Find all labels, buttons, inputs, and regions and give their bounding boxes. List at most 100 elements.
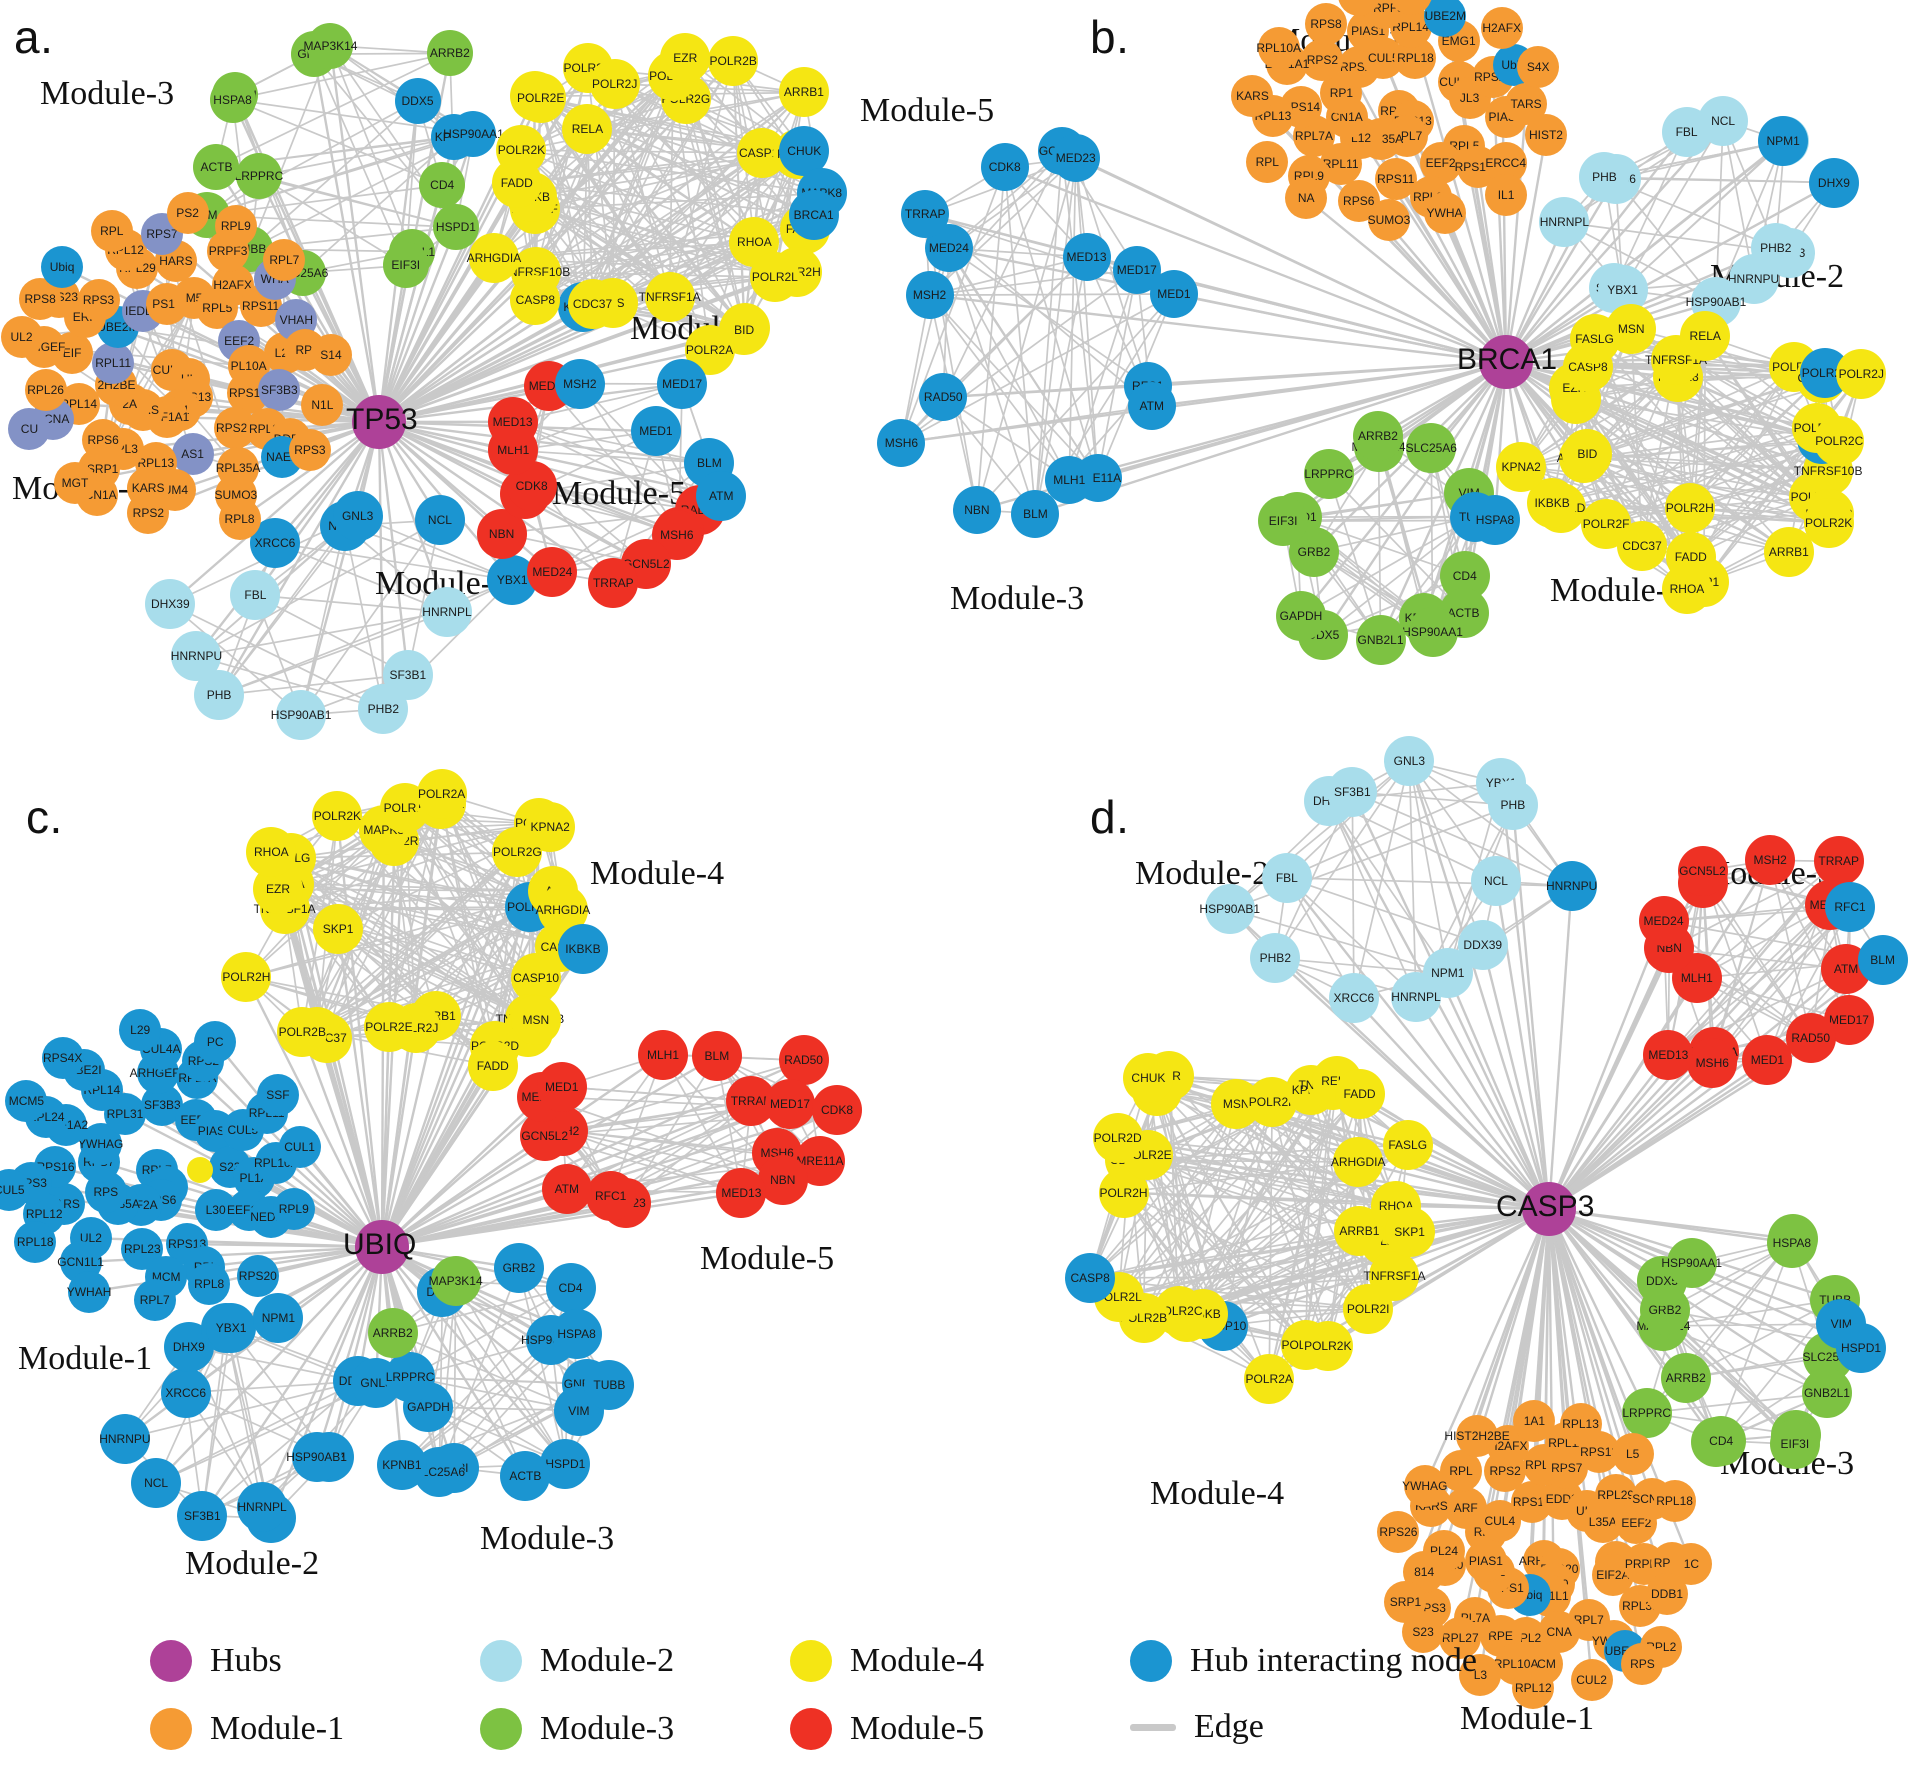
- c-m3-map3k14[interactable]: MAP3K14: [429, 1256, 483, 1307]
- b-m2-npm1[interactable]: NPM1: [1758, 116, 1809, 167]
- c-m2-ncl[interactable]: NCL: [131, 1458, 182, 1509]
- b-m1-rpl[interactable]: RPL: [1246, 141, 1289, 184]
- c-m3-lrpprc[interactable]: LRPPRC: [385, 1352, 436, 1403]
- a-m1-rpl7[interactable]: RPL7: [263, 238, 306, 281]
- a-m5-trrap[interactable]: TRRAP: [588, 557, 639, 608]
- c-m5-cdk8[interactable]: CDK8: [812, 1085, 862, 1136]
- c-m5-rfc1[interactable]: RFC1: [585, 1170, 636, 1221]
- a-m4-tnfrsf1a[interactable]: TNFRSF1A: [639, 271, 701, 322]
- c-m2-hnrnpu[interactable]: HNRNPU: [99, 1413, 151, 1464]
- c-m1-arhgef4[interactable]: ARHGEF4: [130, 1052, 186, 1095]
- c-m2-xrcc6[interactable]: XRCC6: [160, 1367, 211, 1418]
- d-m1-ywhag[interactable]: YWHAG: [1402, 1464, 1447, 1507]
- b-m3-gapdh[interactable]: GAPDH: [1275, 591, 1326, 642]
- b-m3-slc25a6[interactable]: SLC25A6: [1406, 423, 1457, 474]
- b-m1-il1[interactable]: IL1: [1485, 173, 1528, 216]
- a-m4-polr2j[interactable]: POLR2J: [589, 58, 640, 109]
- d-m5-rfc1[interactable]: RFC1: [1825, 882, 1876, 933]
- b-m4-polr2h[interactable]: POLR2H: [1664, 482, 1715, 533]
- b-m4-faslg[interactable]: FASLG: [1569, 313, 1620, 364]
- a-m3-map3k14[interactable]: MAP3K14: [303, 22, 357, 69]
- hub-node-ubiq[interactable]: UBIQ: [343, 1220, 416, 1274]
- b-m5-msh2[interactable]: MSH2: [905, 271, 954, 320]
- d-m5-msh6[interactable]: MSH6: [1687, 1037, 1738, 1088]
- a-m3-cd4[interactable]: CD4: [419, 162, 466, 209]
- a-m4-casp8[interactable]: CASP8: [510, 275, 561, 326]
- a-m1-sf3b3[interactable]: SF3B3: [258, 369, 301, 412]
- b-m5-mlh1[interactable]: MLH1: [1045, 455, 1094, 504]
- d-m3-hsp90aa1[interactable]: HSP90AA1: [1661, 1237, 1722, 1288]
- d-m4-chuk[interactable]: CHUK: [1123, 1052, 1174, 1103]
- a-m1-rpl[interactable]: RPL: [90, 209, 133, 252]
- a-m2-dhx39[interactable]: DHX39: [145, 578, 196, 629]
- a-m2-gnl3[interactable]: GNL3: [332, 490, 383, 541]
- c-m4-polr2a[interactable]: POLR2A: [416, 768, 467, 819]
- c-m3-hspa8[interactable]: HSPA8: [551, 1308, 602, 1359]
- c-m4-polr2h[interactable]: POLR2H: [221, 952, 272, 1003]
- d-m2-hnrnpu[interactable]: HNRNPU: [1546, 861, 1597, 912]
- b-m1-kars[interactable]: KARS: [1231, 75, 1274, 118]
- hub-node-tp53[interactable]: TP53: [346, 395, 418, 449]
- c-m3-arrb2[interactable]: ARRB2: [367, 1307, 418, 1358]
- b-m4-polr2f[interactable]: POLR2F: [1581, 499, 1632, 550]
- c-m4-skp1[interactable]: SKP1: [313, 903, 364, 954]
- a-m1-ps2[interactable]: PS2: [166, 192, 209, 235]
- b-m1-ube2m[interactable]: UBE2M: [1424, 0, 1467, 38]
- a-m3-hsp90aa1[interactable]: HSP90AA1: [443, 110, 504, 157]
- b-m4-polr2j[interactable]: POLR2J: [1836, 349, 1887, 400]
- b-m3-hsp90aa1[interactable]: HSP90AA1: [1402, 607, 1463, 658]
- b-m2-ncl[interactable]: NCL: [1698, 95, 1749, 146]
- d-m4-polr2d[interactable]: POLR2D: [1092, 1113, 1143, 1164]
- c-m1-ubiq-star[interactable]: [187, 1157, 213, 1183]
- d-m2-phb[interactable]: PHB: [1487, 780, 1538, 831]
- d-m5-rad50[interactable]: RAD50: [1785, 1012, 1836, 1063]
- c-m2-npm1[interactable]: NPM1: [253, 1292, 304, 1343]
- a-m5-med24[interactable]: MED24: [527, 547, 578, 598]
- a-m3-arrb2[interactable]: ARRB2: [426, 30, 473, 77]
- c-m1-rpl9[interactable]: RPL9: [272, 1187, 315, 1230]
- a-m4-polr2e[interactable]: POLR2E: [515, 73, 566, 124]
- b-m1-na[interactable]: NA: [1285, 177, 1328, 220]
- d-m3-lrpprc[interactable]: LRPPRC: [1621, 1387, 1672, 1438]
- b-m5-med13[interactable]: MED13: [1062, 232, 1111, 281]
- a-m4-ezr[interactable]: EZR: [660, 32, 711, 83]
- b-m5-rad50[interactable]: RAD50: [919, 373, 968, 422]
- a-m1-ul2[interactable]: UL2: [0, 316, 43, 359]
- c-m5-med13[interactable]: MED13: [716, 1167, 767, 1218]
- a-m1-as1[interactable]: AS1: [171, 432, 214, 475]
- b-m3-arrb2[interactable]: ARRB2: [1352, 411, 1403, 462]
- d-m1-1c[interactable]: 1C: [1670, 1543, 1713, 1586]
- a-m1-rps20[interactable]: RPS20: [213, 406, 256, 449]
- c-m5-atm[interactable]: ATM: [541, 1164, 592, 1215]
- c-m1-rpl18[interactable]: RPL18: [14, 1221, 57, 1264]
- a-m1-ubiq[interactable]: Ubiq: [41, 246, 84, 289]
- a-m2-phb2[interactable]: PHB2: [358, 683, 409, 734]
- d-m2-hsp90ab1[interactable]: HSP90AB1: [1199, 884, 1260, 935]
- d-m2-hnrnpl[interactable]: HNRNPL: [1390, 971, 1441, 1022]
- d-m1-rps26[interactable]: RPS26: [1377, 1511, 1420, 1554]
- b-m1-rps8[interactable]: RPS8: [1305, 3, 1348, 46]
- c-m3-cd4[interactable]: CD4: [545, 1262, 596, 1313]
- a-m1-rpl9[interactable]: RPL9: [214, 205, 257, 248]
- d-m2-gnl3[interactable]: GNL3: [1384, 735, 1435, 786]
- a-m3-eif3i[interactable]: EIF3I: [382, 242, 429, 289]
- b-m1-rps11[interactable]: RPS11: [1374, 157, 1417, 200]
- d-m2-sf3b1[interactable]: SF3B1: [1327, 766, 1378, 817]
- a-m4-cdc37[interactable]: CDC37: [567, 278, 618, 329]
- d-m1-l5[interactable]: L5: [1611, 1432, 1654, 1475]
- b-m5-cdk8[interactable]: CDK8: [980, 143, 1029, 192]
- c-m4-arhgdia[interactable]: ARHGDIA: [536, 884, 590, 935]
- a-m4-arrb1[interactable]: ARRB1: [778, 67, 829, 118]
- c-m4-rhoa[interactable]: RHOA: [246, 826, 297, 877]
- b-m4-bid[interactable]: BID: [1562, 428, 1613, 479]
- c-m5-nbn[interactable]: NBN: [757, 1154, 808, 1205]
- c-m5-med17[interactable]: MED17: [765, 1078, 816, 1129]
- d-m4-polr2k[interactable]: POLR2K: [1302, 1320, 1353, 1371]
- a-m4-polr2l[interactable]: POLR2L: [749, 252, 800, 303]
- a-m2-ncl[interactable]: NCL: [414, 494, 465, 545]
- d-m5-gcn5l2[interactable]: GCN5L2: [1677, 845, 1728, 896]
- a-m3-actb[interactable]: ACTB: [193, 143, 240, 190]
- c-m4-polr2g[interactable]: POLR2G: [492, 827, 543, 878]
- c-m3-actb[interactable]: ACTB: [500, 1450, 551, 1501]
- b-m5-nbn[interactable]: NBN: [952, 486, 1001, 534]
